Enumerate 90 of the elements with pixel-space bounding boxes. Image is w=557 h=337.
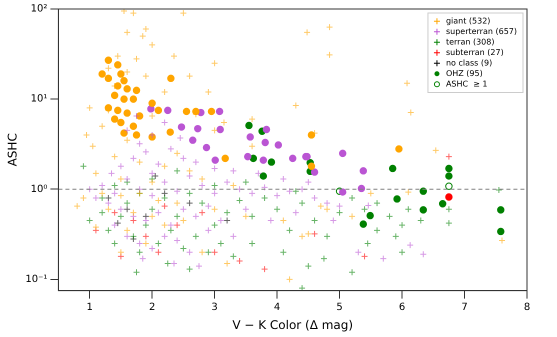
x-tick-label: 4: [274, 302, 280, 314]
point: [393, 195, 401, 203]
legend-label: ASHC ≥ 1: [446, 79, 488, 88]
point: [117, 70, 125, 78]
point: [308, 162, 316, 170]
legend-label: giant (532): [446, 16, 490, 26]
point: [246, 133, 254, 141]
point: [388, 164, 396, 172]
point: [274, 141, 282, 149]
y-tick-label: 10¹: [30, 94, 48, 105]
point: [104, 74, 112, 82]
point: [154, 106, 162, 114]
point: [114, 61, 122, 69]
point: [132, 86, 140, 94]
x-axis-title: V − K Color (Δ mag): [232, 318, 354, 332]
point: [366, 212, 374, 220]
point: [182, 108, 190, 116]
point: [114, 82, 122, 90]
legend-label: OHZ (95): [446, 68, 483, 78]
point: [244, 152, 252, 160]
legend-label: subterran (27): [446, 48, 504, 57]
x-tick-label: 7: [461, 302, 468, 314]
point: [194, 124, 202, 132]
point: [445, 182, 453, 190]
point: [132, 131, 140, 139]
point: [260, 172, 268, 180]
point: [216, 108, 224, 116]
point: [308, 131, 316, 139]
point: [262, 126, 270, 134]
point: [123, 85, 131, 93]
point: [310, 168, 318, 176]
x-tick-label: 2: [148, 302, 156, 314]
point: [420, 188, 427, 195]
point: [166, 128, 174, 136]
point: [360, 167, 368, 175]
point: [189, 136, 196, 144]
point: [212, 156, 219, 164]
point: [268, 158, 276, 166]
point: [136, 112, 144, 120]
point: [117, 118, 125, 126]
x-tick-label: 3: [211, 302, 218, 314]
y-tick-label: 10²: [30, 4, 48, 15]
point: [445, 172, 453, 180]
point: [178, 123, 186, 131]
point: [167, 74, 175, 82]
y-tick-label: 10⁰: [30, 184, 48, 195]
point: [260, 156, 268, 164]
point: [208, 108, 216, 116]
point: [148, 100, 156, 107]
x-tick-label: 5: [336, 302, 343, 314]
x-tick-label: 8: [524, 302, 530, 314]
point: [148, 133, 156, 141]
legend-label: superterran (657): [446, 26, 518, 36]
point: [338, 188, 346, 196]
point: [114, 106, 122, 114]
point: [438, 200, 446, 208]
point: [192, 108, 200, 116]
point: [445, 164, 453, 172]
point: [445, 193, 453, 201]
point: [123, 109, 131, 117]
point: [360, 220, 368, 228]
point: [164, 106, 172, 114]
point: [202, 144, 210, 152]
point: [245, 122, 253, 130]
point: [104, 104, 112, 112]
point: [120, 129, 128, 137]
point: [130, 122, 138, 130]
x-tick-label: 6: [398, 302, 406, 314]
point: [262, 138, 269, 146]
point: [110, 92, 118, 100]
point: [110, 115, 118, 123]
y-axis-title: ASHC: [5, 133, 20, 166]
point: [104, 56, 112, 64]
point: [289, 154, 296, 162]
legend-label: terran (308): [446, 37, 494, 46]
point: [98, 70, 106, 78]
point: [497, 228, 504, 236]
x-tick-label: 1: [86, 302, 93, 314]
point: [338, 150, 346, 158]
point: [216, 126, 224, 134]
point: [395, 145, 403, 153]
point: [130, 95, 138, 103]
point: [120, 77, 128, 84]
point: [222, 154, 229, 162]
legend-label: no class (9): [446, 58, 492, 68]
point: [250, 154, 258, 162]
point: [497, 206, 504, 214]
y-tick-label: 10⁻¹: [25, 274, 48, 285]
point: [420, 206, 427, 214]
point: [120, 95, 128, 103]
